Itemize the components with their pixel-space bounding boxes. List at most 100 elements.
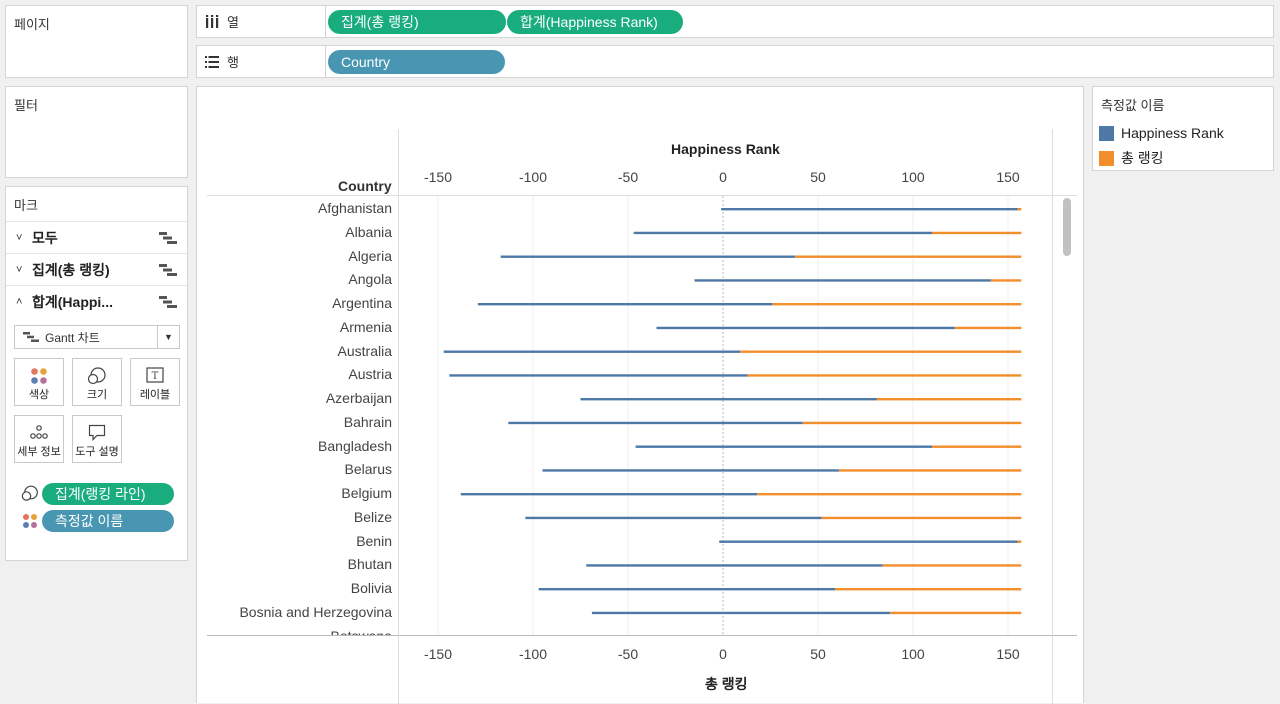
marks-card-all[interactable]: ˅ 모두 [6, 221, 187, 253]
happiness-rank-bar[interactable] [443, 350, 741, 353]
total-rank-bar[interactable] [876, 398, 1022, 401]
caret-down-icon[interactable]: ▼ [157, 326, 179, 348]
total-rank-bar[interactable] [772, 303, 1022, 306]
axis-tick-label: 100 [901, 169, 925, 185]
marks-card-happiness-rank[interactable]: ˄ 합계(Happi... [6, 285, 187, 317]
country-label[interactable]: Bosnia and Herzegovina [239, 603, 392, 620]
header-divider [207, 195, 1077, 196]
tooltip-button[interactable]: 도구 설명 [72, 415, 122, 463]
happiness-rank-bar[interactable] [719, 540, 1018, 543]
country-label[interactable]: Argentina [332, 295, 392, 311]
country-label[interactable]: Bangladesh [318, 437, 392, 454]
total-rank-bar[interactable] [990, 279, 1022, 282]
gantt-icon [159, 264, 177, 276]
happiness-rank-bar[interactable] [721, 208, 1018, 211]
size-button[interactable]: 크기 [72, 358, 122, 406]
happiness-rank-bar[interactable] [633, 231, 932, 235]
column-pill-happiness-rank[interactable]: 합계(Happiness Rank) [507, 10, 683, 34]
legend-item-total-rank[interactable]: 총 랭킹 [1099, 148, 1164, 168]
field-pill-label: 측정값 이름 [55, 513, 124, 529]
mark-type-dropdown[interactable]: Gantt 차트 ▼ [14, 325, 180, 349]
rows-viewport[interactable]: Afghanistan Albania Algeria Angola Argentina… [197, 196, 1077, 635]
pages-panel[interactable]: 페이지 [5, 5, 188, 78]
total-rank-bar[interactable] [1017, 540, 1022, 543]
total-rank-bar[interactable] [740, 350, 1022, 353]
happiness-rank-bar[interactable] [525, 516, 822, 520]
rows-shelf[interactable]: 행 Country [196, 45, 1274, 78]
happiness-rank-bar[interactable] [580, 398, 877, 401]
filters-panel[interactable]: 필터 [5, 86, 188, 178]
happiness-rank-bar[interactable] [500, 255, 796, 258]
country-label[interactable]: Botswana [331, 628, 392, 636]
country-label[interactable]: Azerbaijan [325, 390, 392, 406]
detail-button-label: 세부 정보 [17, 446, 61, 458]
row-header-country[interactable]: Country [338, 178, 392, 194]
axis-tick-label: -150 [423, 169, 453, 185]
country-label[interactable]: Australia [337, 342, 392, 359]
total-rank-bar[interactable] [795, 255, 1022, 258]
column-pill-total-rank[interactable]: 집계(총 랭킹) [328, 10, 506, 34]
happiness-rank-bar[interactable] [477, 303, 773, 306]
country-label[interactable]: Angola [348, 271, 392, 288]
legend-item-happiness-rank[interactable]: Happiness Rank [1099, 125, 1224, 141]
chevron-down-icon: ˅ [16, 231, 23, 244]
country-label[interactable]: Belgium [341, 485, 392, 501]
country-label[interactable]: Armenia [339, 318, 392, 335]
total-rank-bar[interactable] [890, 611, 1022, 615]
bottom-axis-title[interactable]: 총 랭킹 [705, 676, 748, 692]
happiness-rank-bar[interactable] [635, 445, 932, 448]
total-rank-bar[interactable] [802, 421, 1022, 425]
size-icon [87, 367, 106, 385]
chevron-down-icon: ˅ [16, 263, 23, 276]
top-axis-title[interactable]: Happiness Rank [671, 141, 780, 157]
total-rank-bar[interactable] [835, 588, 1022, 591]
country-label[interactable]: Bolivia [350, 580, 392, 596]
gantt-plot [437, 196, 1022, 635]
field-pill-measure-names[interactable]: 측정값 이름 [42, 510, 174, 532]
happiness-rank-bar[interactable] [694, 279, 991, 282]
country-label[interactable]: Bahrain [343, 413, 392, 430]
field-pill-rank-line[interactable]: 집계(랭킹 라인) [42, 483, 174, 505]
total-rank-bar[interactable] [747, 374, 1022, 377]
vertical-scrollbar[interactable] [1059, 196, 1073, 635]
country-label[interactable]: Austria [348, 366, 392, 383]
total-rank-bar[interactable] [757, 493, 1022, 496]
happiness-rank-bar[interactable] [586, 564, 883, 567]
axis-tick-label: -50 [617, 169, 639, 185]
total-rank-bar[interactable] [932, 231, 1022, 235]
total-rank-bar[interactable] [882, 564, 1022, 567]
row-pill-country[interactable]: Country [328, 50, 505, 74]
legend-panel[interactable]: 측정값 이름 Happiness Rank 총 랭킹 [1092, 86, 1274, 171]
label-button[interactable]: T 레이블 [130, 358, 180, 406]
happiness-rank-bar[interactable] [591, 611, 891, 615]
country-label[interactable]: Algeria [348, 247, 392, 264]
country-label[interactable]: Belarus [344, 461, 392, 478]
total-rank-bar[interactable] [838, 469, 1022, 472]
total-rank-bar[interactable] [932, 445, 1022, 448]
happiness-rank-bar[interactable] [460, 493, 758, 496]
marks-card-total-rank[interactable]: ˅ 집계(총 랭킹) [6, 253, 187, 285]
total-rank-bar[interactable] [821, 516, 1022, 520]
total-rank-bar[interactable] [1017, 208, 1022, 211]
scrollbar-thumb[interactable] [1063, 198, 1071, 256]
country-label[interactable]: Benin [356, 532, 392, 549]
pane-left-border [398, 129, 399, 704]
svg-text:T: T [152, 371, 159, 382]
detail-button[interactable]: 세부 정보 [14, 415, 64, 463]
color-button[interactable]: 색상 [14, 358, 64, 406]
happiness-rank-bar[interactable] [538, 588, 836, 591]
country-label[interactable]: Albania [345, 223, 392, 240]
happiness-rank-bar[interactable] [508, 421, 803, 425]
columns-shelf[interactable]: 열 집계(총 랭킹) 합계(Happiness Rank) [196, 5, 1274, 38]
country-label[interactable]: Afghanistan [318, 200, 392, 216]
total-rank-bar[interactable] [954, 326, 1022, 330]
country-label[interactable]: Belize [353, 508, 392, 525]
happiness-rank-bar[interactable] [656, 326, 955, 330]
marks-panel: 마크 ˅ 모두 ˅ 집계(총 랭킹) ˄ 합계(Happi... Gantt 차… [5, 186, 188, 561]
happiness-rank-bar[interactable] [449, 374, 748, 377]
viz-panel[interactable]: Country Happiness Rank 총 랭킹 -150 -100 -50 0… [196, 86, 1084, 704]
country-label[interactable]: Bhutan [347, 556, 392, 573]
columns-icon [206, 15, 219, 28]
marks-title: 마크 [14, 198, 38, 213]
happiness-rank-bar[interactable] [542, 469, 839, 472]
